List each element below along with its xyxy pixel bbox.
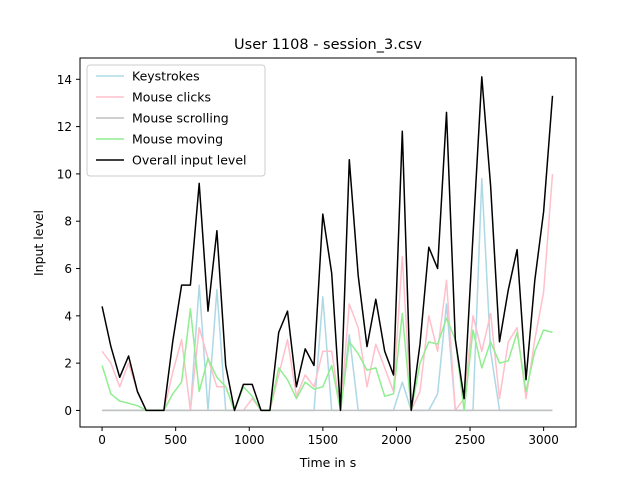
x-axis-label: Time in s [299,455,356,470]
x-tick-label: 500 [164,433,187,447]
y-tick-label: 10 [57,167,72,181]
y-tick-label: 2 [64,357,72,371]
series-line-4 [101,307,553,412]
series-line-5 [101,76,554,412]
x-tick-label: 0 [98,433,106,447]
legend: Keystrokes Mouse clicks Mouse scrolling Mou… [86,64,266,177]
legend-label-2: Mouse clicks [132,90,211,105]
y-tick-label: 4 [64,309,72,323]
y-tick-label: 12 [57,120,72,134]
y-tick-label: 0 [64,404,72,418]
chart-title: User 1108 - session_3.csv [234,37,422,53]
y-tick-label: 8 [64,215,72,229]
plot-series [101,76,554,412]
x-tick-label: 3000 [528,433,559,447]
legend-label-4: Mouse moving [132,132,223,147]
x-tick-label: 1000 [234,433,265,447]
x-tick-label: 2500 [455,433,486,447]
y-tick-label: 14 [57,73,72,87]
x-tick-label: 2000 [381,433,412,447]
y-tick-label: 6 [64,262,72,276]
series-line-2 [101,173,554,412]
legend-label-1: Keystrokes [132,69,200,84]
legend-box [86,64,266,177]
x-axis: 0 500 1000 1500 2000 2500 3000 [98,427,559,447]
legend-label-5: Overall input level [132,153,247,168]
y-axis: 0 2 4 6 8 10 12 14 [57,73,80,418]
plot-frame [79,57,577,428]
y-axis-label: Input level [31,210,46,276]
legend-label-3: Mouse scrolling [132,111,229,126]
x-tick-label: 1500 [308,433,339,447]
